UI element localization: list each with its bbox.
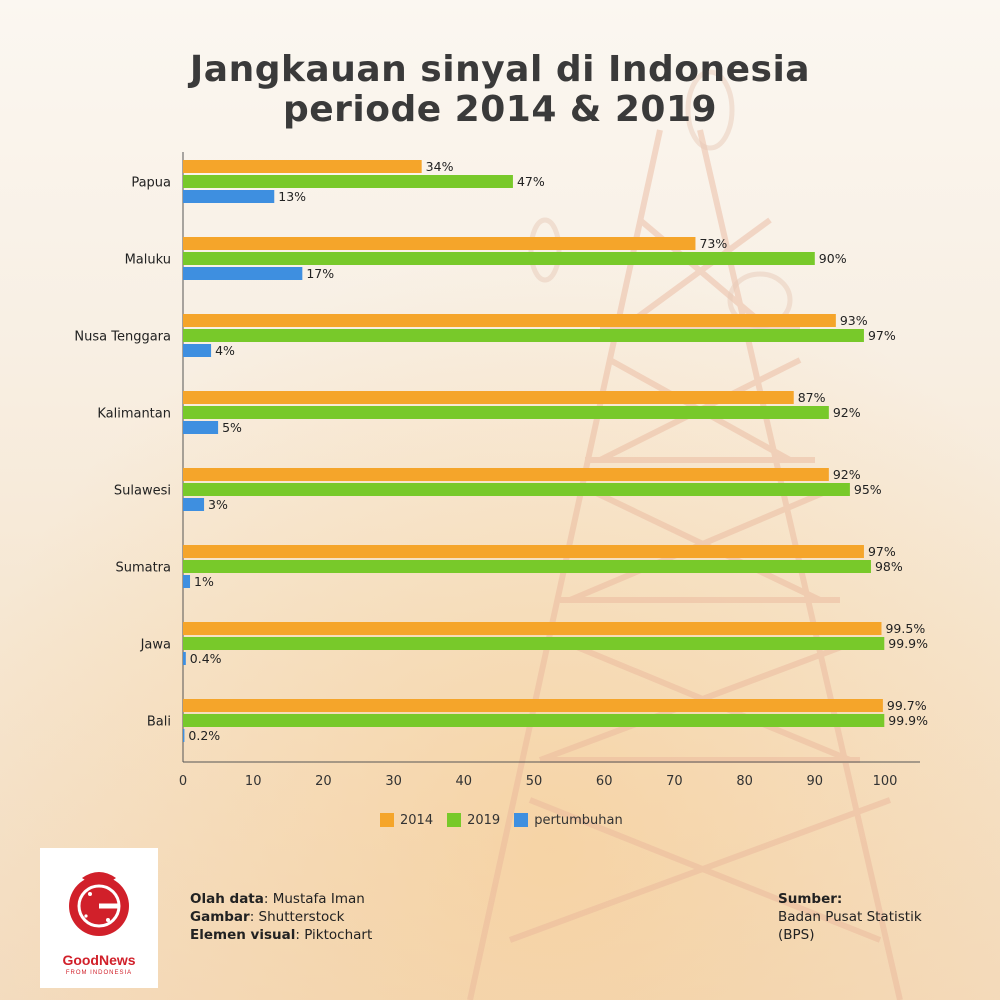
bar-data-label: 99.7% — [887, 698, 927, 713]
y-category-label: Sulawesi — [114, 484, 171, 499]
credits-block: Olah data: Mustafa Iman Gambar: Shutters… — [190, 890, 372, 944]
bar-data-label: 47% — [517, 174, 545, 189]
bar-2014-sulawesi — [183, 468, 829, 481]
credit-image-label: Gambar — [190, 909, 250, 925]
y-category-label: Papua — [131, 176, 171, 191]
legend-swatch-2014 — [380, 813, 394, 827]
bar-data-label: 99.9% — [888, 636, 928, 651]
y-category-label: Maluku — [125, 253, 171, 268]
bar-data-label: 98% — [875, 559, 903, 574]
source-line-1: Badan Pusat Statistik — [778, 909, 922, 925]
bar-2019-jawa — [183, 637, 885, 650]
legend-label-2014: 2014 — [400, 812, 434, 828]
bar-data-label: 5% — [222, 420, 242, 435]
bar-pertumbuhan-kalimantan — [183, 421, 219, 434]
bar-pertumbuhan-sumatra — [183, 575, 191, 588]
bar-2019-sulawesi — [183, 483, 850, 496]
x-tick-label: 40 — [456, 774, 473, 789]
chart-legend: 2014 2019 pertumbuhan — [380, 810, 637, 830]
bar-2019-maluku — [183, 252, 815, 265]
legend-item-2019: 2019 — [447, 813, 500, 828]
chart-title: Jangkauan sinyal di Indonesia periode 20… — [0, 50, 1000, 130]
bar-2019-kalimantan — [183, 406, 829, 419]
x-tick-label: 30 — [385, 774, 402, 789]
bar-2014-kalimantan — [183, 391, 794, 404]
chart-title-line-2: periode 2014 & 2019 — [282, 89, 718, 130]
x-tick-label: 100 — [873, 774, 898, 789]
bar-2014-sumatra — [183, 545, 864, 558]
bar-2014-papua — [183, 160, 422, 173]
legend-item-pertumbuhan: pertumbuhan — [514, 813, 623, 828]
bar-data-label: 73% — [699, 236, 727, 251]
credit-visual-label: Elemen visual — [190, 927, 296, 943]
logo-name: GoodNews — [62, 952, 136, 968]
credit-visual: Elemen visual: Piktochart — [190, 926, 372, 944]
bar-pertumbuhan-papua — [183, 190, 275, 203]
bar-pertumbuhan-maluku — [183, 267, 303, 280]
legend-label-2019: 2019 — [467, 812, 501, 828]
x-tick-label: 10 — [245, 774, 262, 789]
source-block: Sumber: Badan Pusat Statistik (BPS) — [778, 890, 922, 944]
x-tick-label: 0 — [179, 774, 187, 789]
bar-data-label: 92% — [833, 467, 861, 482]
x-tick-label: 70 — [666, 774, 683, 789]
legend-label-pertumbuhan: pertumbuhan — [534, 812, 623, 828]
bar-data-label: 90% — [819, 251, 847, 266]
credit-data: Olah data: Mustafa Iman — [190, 890, 372, 908]
bar-2014-nusa-tenggara — [183, 314, 836, 327]
bar-pertumbuhan-sulawesi — [183, 498, 205, 511]
bar-data-label: 92% — [833, 405, 861, 420]
x-tick-label: 90 — [807, 774, 824, 789]
bar-data-label: 99.5% — [885, 621, 925, 636]
bar-pertumbuhan-nusa-tenggara — [183, 344, 212, 357]
bar-2019-sumatra — [183, 560, 871, 573]
goodnews-logo: GoodNews FROM INDONESIA — [40, 848, 158, 988]
bar-2014-bali — [183, 699, 883, 712]
bar-data-label: 3% — [208, 497, 228, 512]
bar-data-label: 4% — [215, 343, 235, 358]
source-label: Sumber: — [778, 891, 843, 907]
y-category-label: Nusa Tenggara — [74, 330, 171, 345]
source-line-2: (BPS) — [778, 927, 815, 943]
bar-data-label: 0.4% — [190, 651, 222, 666]
x-tick-label: 60 — [596, 774, 613, 789]
bar-data-label: 99.9% — [888, 713, 928, 728]
credit-data-value: : Mustafa Iman — [263, 891, 365, 907]
credit-data-label: Olah data — [190, 891, 264, 907]
x-tick-label: 80 — [736, 774, 753, 789]
y-category-label: Kalimantan — [97, 407, 171, 422]
chart-title-line-1: Jangkauan sinyal di Indonesia — [189, 49, 811, 90]
y-category-label: Jawa — [140, 638, 171, 653]
credit-visual-value: : Piktochart — [295, 927, 373, 943]
bar-data-label: 13% — [278, 189, 306, 204]
x-tick-label: 20 — [315, 774, 332, 789]
bar-2019-bali — [183, 714, 885, 727]
bar-2014-maluku — [183, 237, 696, 250]
logo-subtitle: FROM INDONESIA — [65, 970, 133, 976]
bar-data-label: 0.2% — [188, 728, 220, 743]
bar-2019-papua — [183, 175, 513, 188]
credit-image-value: : Shutterstock — [249, 909, 345, 925]
bar-data-label: 97% — [868, 328, 896, 343]
bar-data-label: 34% — [426, 159, 454, 174]
y-category-label: Sumatra — [115, 561, 171, 576]
bar-pertumbuhan-bali — [183, 729, 185, 742]
x-tick-label: 50 — [526, 774, 543, 789]
bar-pertumbuhan-jawa — [183, 652, 186, 665]
bar-data-label: 17% — [306, 266, 334, 281]
garuda-logo-icon — [69, 872, 129, 936]
bar-data-label: 95% — [854, 482, 882, 497]
bar-data-label: 93% — [840, 313, 868, 328]
bar-2019-nusa-tenggara — [183, 329, 864, 342]
bar-data-label: 1% — [194, 574, 214, 589]
legend-swatch-pertumbuhan — [514, 813, 529, 827]
legend-item-2014: 2014 — [380, 813, 433, 828]
legend-swatch-2019 — [447, 813, 462, 827]
y-category-label: Bali — [147, 715, 171, 730]
credit-image: Gambar: Shutterstock — [190, 908, 372, 926]
bar-2014-jawa — [183, 622, 882, 635]
bar-data-label: 87% — [798, 390, 826, 405]
bar-data-label: 97% — [868, 544, 896, 559]
